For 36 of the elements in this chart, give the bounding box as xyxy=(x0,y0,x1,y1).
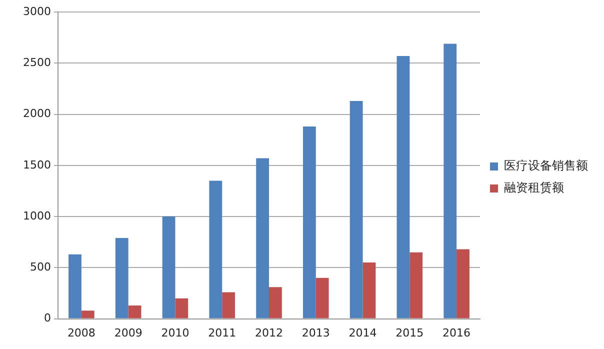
y-tick-label: 500 xyxy=(30,260,51,274)
bar xyxy=(256,158,269,318)
legend-label: 医疗设备销售额 xyxy=(504,158,588,173)
bar xyxy=(175,298,188,318)
bar xyxy=(350,100,363,318)
bar xyxy=(162,216,176,318)
x-tick-label: 2008 xyxy=(67,326,96,340)
y-tick-label: 3000 xyxy=(22,4,51,18)
x-tick-label: 2010 xyxy=(161,326,190,340)
x-tick-label: 2015 xyxy=(396,326,424,340)
x-tick-label: 2011 xyxy=(208,326,236,340)
bar xyxy=(222,292,235,318)
bar xyxy=(456,249,470,318)
bar xyxy=(268,287,282,318)
bar xyxy=(115,238,128,318)
y-tick-label: 1500 xyxy=(22,158,51,172)
x-tick-label: 2012 xyxy=(254,326,283,340)
bar xyxy=(209,180,222,318)
x-tick-label: 2013 xyxy=(302,326,330,340)
y-tick-label: 1000 xyxy=(22,209,51,222)
bar xyxy=(316,278,329,318)
bar xyxy=(128,306,142,318)
bar xyxy=(81,310,94,318)
bar xyxy=(68,254,82,318)
y-tick-label: 2500 xyxy=(22,56,51,69)
x-tick-label: 2009 xyxy=(114,326,142,340)
bar xyxy=(302,126,316,318)
y-tick-label: 0 xyxy=(44,312,51,325)
y-tick-label: 2000 xyxy=(22,107,51,120)
bar xyxy=(410,252,423,318)
x-tick-label: 2014 xyxy=(348,326,377,340)
legend-label: 融资租赁额 xyxy=(504,180,564,195)
x-tick-label: 2016 xyxy=(442,326,471,340)
bar xyxy=(444,44,457,318)
bar xyxy=(396,56,410,318)
bar xyxy=(362,262,376,318)
